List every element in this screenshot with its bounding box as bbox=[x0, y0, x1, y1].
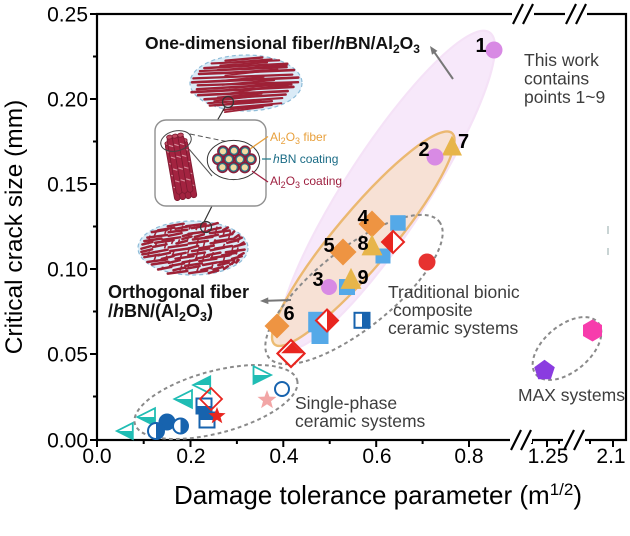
svg-text:8: 8 bbox=[357, 233, 368, 255]
svg-text:0.0: 0.0 bbox=[82, 445, 111, 468]
svg-text:Traditional bionic: Traditional bionic bbox=[388, 282, 520, 302]
svg-text:Al2O3 coating: Al2O3 coating bbox=[270, 174, 342, 190]
svg-text:0.10: 0.10 bbox=[47, 259, 88, 282]
svg-text:contains: contains bbox=[524, 69, 589, 89]
svg-text:5: 5 bbox=[323, 235, 334, 257]
svg-text:0.8: 0.8 bbox=[454, 445, 483, 468]
svg-text:4: 4 bbox=[357, 207, 369, 229]
svg-text:0.2: 0.2 bbox=[176, 445, 205, 468]
svg-text:ceramic systems: ceramic systems bbox=[388, 318, 519, 338]
svg-text:0.6: 0.6 bbox=[362, 445, 391, 468]
svg-text:/hBN/(Al2O3): /hBN/(Al2O3) bbox=[108, 301, 213, 324]
svg-text:hBN coating: hBN coating bbox=[273, 152, 338, 166]
svg-text:Single-phase: Single-phase bbox=[295, 393, 397, 413]
svg-text:0.25: 0.25 bbox=[47, 4, 88, 27]
svg-text:Al2O3 fiber: Al2O3 fiber bbox=[270, 130, 327, 146]
svg-text:1: 1 bbox=[475, 35, 486, 57]
svg-text:1.25: 1.25 bbox=[528, 445, 569, 468]
svg-text:2: 2 bbox=[418, 139, 429, 161]
svg-text:3: 3 bbox=[312, 269, 323, 291]
svg-text:Damage tolerance parameter (m1: Damage tolerance parameter (m1/2) bbox=[174, 480, 582, 510]
svg-text:Critical crack size (mm): Critical crack size (mm) bbox=[1, 100, 28, 355]
svg-text:points 1~9: points 1~9 bbox=[524, 87, 605, 107]
svg-text:0.20: 0.20 bbox=[47, 89, 88, 112]
svg-text:MAX systems: MAX systems bbox=[518, 385, 625, 405]
svg-text:2.1: 2.1 bbox=[596, 445, 625, 468]
svg-text:One-dimensional fiber/hBN/Al2O: One-dimensional fiber/hBN/Al2O3 bbox=[145, 33, 420, 56]
svg-text:composite: composite bbox=[393, 300, 473, 320]
svg-text:0.4: 0.4 bbox=[269, 445, 299, 468]
svg-text:Orthogonal fiber: Orthogonal fiber bbox=[108, 282, 249, 302]
svg-text:0.00: 0.00 bbox=[47, 430, 88, 453]
svg-text:9: 9 bbox=[357, 267, 368, 289]
svg-text:ceramic systems: ceramic systems bbox=[295, 411, 426, 431]
svg-text:This work: This work bbox=[524, 50, 599, 70]
svg-text:7: 7 bbox=[458, 131, 469, 153]
svg-text:0.05: 0.05 bbox=[47, 344, 88, 367]
svg-text:0.15: 0.15 bbox=[47, 174, 88, 197]
svg-text:6: 6 bbox=[283, 303, 294, 325]
